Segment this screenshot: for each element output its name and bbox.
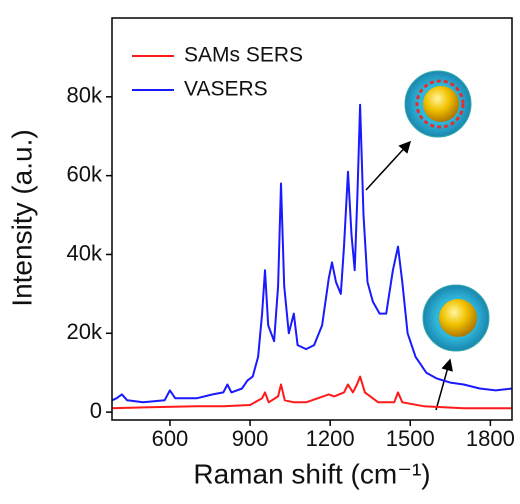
x-tick-label: 1500 (386, 426, 435, 451)
plot-frame (111, 17, 513, 421)
x-tick-label: 1200 (306, 426, 355, 451)
y-axis-title: Intensity (a.u.) (6, 129, 37, 306)
particle-top (404, 70, 472, 138)
y-tick-label: 80k (67, 83, 103, 108)
y-tick-label: 0 (90, 398, 102, 423)
legend-label: VASERS (184, 78, 268, 101)
legend-label: SAMs SERS (184, 44, 303, 67)
x-tick-label: 1800 (466, 426, 515, 451)
x-tick-label: 600 (152, 426, 189, 451)
arrow (365, 140, 412, 191)
x-tick-label: 900 (232, 426, 269, 451)
series-line (111, 103, 513, 404)
particle-bottom (422, 284, 490, 352)
y-tick-label: 20k (67, 319, 103, 344)
x-axis-title: Raman shift (cm⁻¹) (193, 458, 430, 489)
series-line (111, 375, 512, 410)
y-tick-label: 40k (67, 240, 103, 265)
arrow (435, 358, 453, 411)
y-tick-label: 60k (67, 161, 103, 186)
